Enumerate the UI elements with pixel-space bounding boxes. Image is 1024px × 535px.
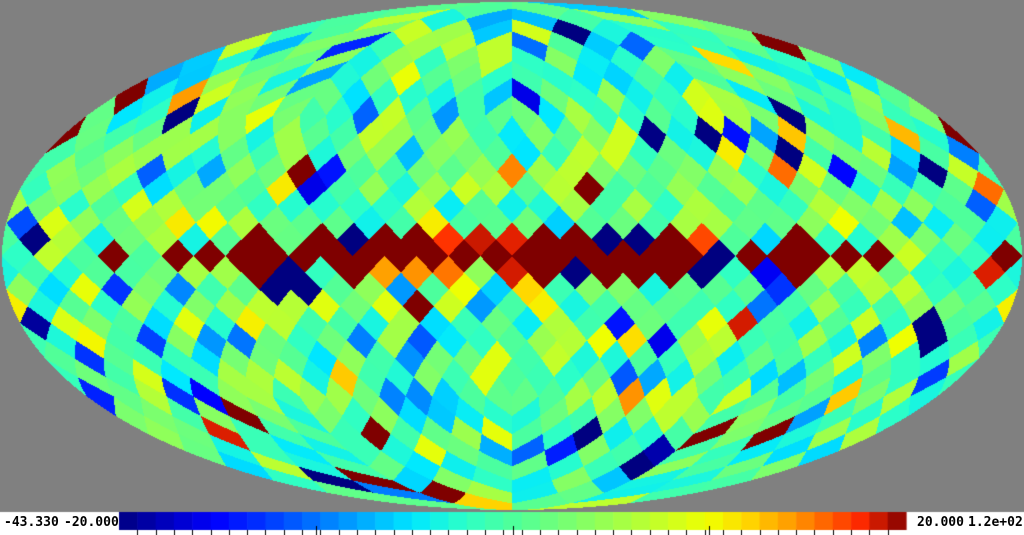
colorbar-label-scale-min: -20.000 (64, 515, 119, 530)
colorbar-label-data-min: -43.330 (4, 515, 59, 530)
colorbar-label-data-max: 1.2e+02 (968, 515, 1023, 530)
colorbar-label-scale-max: 20.000 (917, 515, 964, 530)
